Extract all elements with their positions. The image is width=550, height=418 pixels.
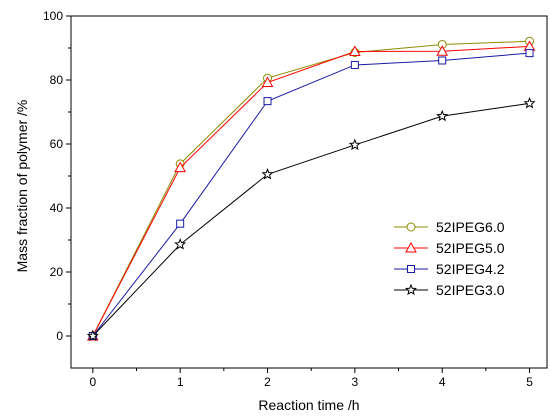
- x-tick-label: 2: [264, 375, 271, 389]
- data-point: [438, 56, 447, 65]
- series-52IPEG5.0: [86, 40, 536, 341]
- y-axis-title: Mass fraction of polymer /%: [14, 100, 30, 273]
- legend-item: 52IPEG5.0: [394, 240, 505, 256]
- data-point: [176, 219, 185, 228]
- data-point: [436, 45, 449, 56]
- legend-item: 52IPEG3.0: [394, 282, 505, 298]
- legend-item: 52IPEG6.0: [394, 219, 505, 235]
- data-point: [174, 238, 187, 250]
- legend-marker: [407, 265, 415, 273]
- plot-frame: [70, 15, 548, 369]
- y-tick-label: 60: [50, 137, 64, 151]
- y-tick-label: 20: [50, 265, 64, 279]
- legend: 52IPEG6.0 52IPEG5.0 52IPEG4.2 52IPEG3.0: [394, 219, 505, 298]
- legend-marker: [406, 222, 416, 232]
- x-tick-label: 4: [439, 375, 446, 389]
- data-point: [261, 168, 274, 180]
- data-point: [261, 76, 274, 88]
- x-tick-label: 5: [526, 375, 533, 389]
- series-52IPEG3.0: [86, 97, 536, 342]
- data-point: [436, 109, 449, 122]
- data-point: [525, 49, 534, 58]
- y-tick-label: 40: [50, 201, 64, 215]
- legend-item: 52IPEG4.2: [394, 261, 505, 277]
- x-tick-label: 0: [89, 375, 96, 389]
- data-point: [350, 60, 359, 69]
- series-line: [92, 45, 530, 337]
- y-tick-label: 0: [56, 329, 63, 343]
- legend-marker: [405, 241, 417, 253]
- series-line: [92, 102, 530, 337]
- axis-ticks: [66, 15, 531, 373]
- data-point: [348, 138, 361, 151]
- y-tick-label: 100: [43, 9, 63, 23]
- data-point: [523, 97, 536, 109]
- x-axis-title: Reaction time /h: [258, 397, 359, 413]
- y-tick-label: 80: [50, 73, 64, 87]
- series-layer: [86, 36, 536, 342]
- data-point: [263, 97, 272, 106]
- x-tick-label: 1: [177, 375, 184, 389]
- legend-label: 52IPEG6.0: [436, 219, 505, 235]
- axis-tick-labels: 0 1 2 3 4 5 0 20 40 60 80 100: [43, 9, 533, 389]
- data-point: [174, 161, 187, 173]
- legend-marker: [404, 283, 418, 296]
- series-line: [92, 40, 530, 337]
- x-tick-label: 3: [352, 375, 359, 389]
- legend-label: 52IPEG4.2: [436, 261, 505, 277]
- plot-border: [70, 15, 548, 369]
- series-line: [92, 52, 530, 337]
- data-point: [86, 329, 99, 342]
- legend-label: 52IPEG3.0: [436, 282, 505, 298]
- data-point: [349, 45, 361, 57]
- legend-label: 52IPEG5.0: [436, 240, 505, 256]
